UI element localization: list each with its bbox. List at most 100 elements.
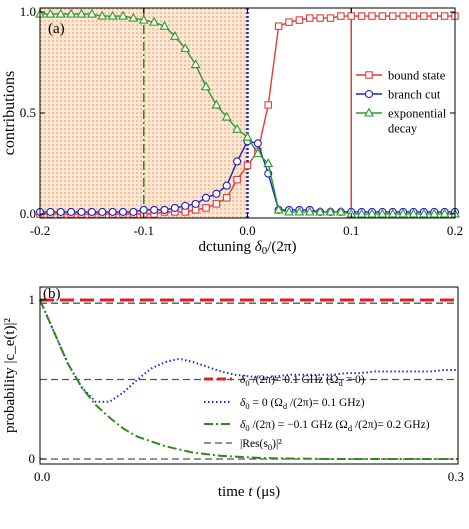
- legend-label: decay: [388, 122, 418, 136]
- data-point: [212, 189, 221, 198]
- x-tick-label: -0.1: [133, 223, 154, 238]
- data-point: [55, 8, 66, 18]
- axis-ticks: -0.2 -0.1 0.0 0.1 0.2 0.0 0.5 1.0: [20, 4, 463, 238]
- x-tick-label: 0.3: [448, 469, 464, 484]
- panel-label: (a): [48, 21, 65, 37]
- data-point: [398, 208, 409, 218]
- data-point: [212, 200, 221, 208]
- legend-marker: [365, 71, 373, 79]
- data-point: [86, 8, 97, 18]
- x-tick-label: 0.0: [34, 469, 50, 484]
- data-point: [201, 193, 211, 202]
- legend-label: δ0 /(2π)= 0.1 GHz (Ωd = 0): [240, 374, 365, 388]
- x-tick-label: 0.2: [447, 223, 463, 238]
- y-axis-label: contributions: [1, 71, 18, 155]
- data-point: [128, 12, 139, 22]
- data-point: [243, 161, 252, 170]
- data-point: [252, 148, 263, 157]
- panel-label: (b): [43, 286, 61, 302]
- data-point: [357, 12, 366, 20]
- data-point: [429, 208, 440, 218]
- data-point: [129, 207, 138, 216]
- data-point: [181, 201, 190, 210]
- data-point: [97, 10, 108, 20]
- data-point: [222, 181, 231, 190]
- data-point: [368, 12, 376, 20]
- data-point: [67, 207, 76, 216]
- data-point: [253, 139, 262, 148]
- legend-marker: [364, 107, 374, 117]
- x-axis-label: time t (μs): [218, 484, 280, 500]
- data-point: [66, 8, 77, 18]
- legend-label: branch cut: [388, 88, 441, 102]
- x-axis-label-math: δ: [255, 239, 263, 255]
- series-line-2: [39, 299, 458, 460]
- data-point: [430, 12, 438, 20]
- data-point: [138, 14, 149, 24]
- data-point: [284, 206, 294, 216]
- data-point: [263, 158, 274, 168]
- data-point: [202, 204, 210, 212]
- data-point: [242, 131, 253, 141]
- x-tick-label: -0.2: [30, 223, 51, 238]
- data-point: [118, 207, 128, 216]
- data-point: [45, 8, 56, 18]
- data-point: [233, 175, 241, 184]
- reference-lines: [40, 302, 458, 460]
- x-axis-label-math: t: [248, 484, 253, 500]
- data-point: [304, 206, 315, 216]
- data-point: [87, 207, 96, 216]
- data-point: [399, 12, 407, 20]
- data-point: [347, 12, 355, 20]
- axis-ticks: 0.0 0.3 0 1: [29, 292, 465, 484]
- data-point: [77, 207, 86, 216]
- data-point: [285, 18, 293, 26]
- legend: δ0 /(2π)= 0.1 GHz (Ωd = 0) δ0 = 0 (Ωd /(2…: [204, 374, 430, 452]
- data-point: [201, 81, 211, 91]
- data-point: [377, 208, 388, 218]
- legend-label: |Res(s0)|²: [240, 438, 282, 452]
- data-point: [378, 12, 387, 20]
- data-point: [149, 16, 160, 26]
- panel-a: -0.2 -0.1 0.0 0.1 0.2 0.0 0.5 1.0 (a) contribut…: [1, 4, 463, 257]
- data-point: [387, 208, 398, 218]
- data-point: [418, 208, 429, 218]
- data-point: [232, 123, 243, 133]
- x-axis-label-suffix: /(2π): [267, 239, 296, 255]
- data-point: [305, 14, 314, 22]
- data-point: [160, 205, 169, 214]
- data-point: [273, 204, 284, 214]
- data-point: [233, 157, 242, 166]
- plot-frame: [39, 286, 459, 465]
- data-point: [409, 12, 418, 20]
- y-tick-label: 0.5: [20, 105, 36, 120]
- y-tick-label: 0.0: [20, 206, 36, 221]
- data-point: [107, 10, 118, 20]
- data-point: [295, 16, 304, 24]
- data-point: [439, 208, 450, 218]
- x-axis-label-suffix: (μs): [252, 484, 280, 500]
- data-point: [408, 208, 419, 218]
- x-tick-label: 0.1: [343, 223, 359, 238]
- data-point: [46, 207, 55, 216]
- reference-lines: [143, 8, 352, 218]
- data-point: [264, 101, 272, 109]
- x-axis-label-sub: 0: [262, 245, 268, 257]
- series-group: [39, 298, 458, 460]
- data-point: [56, 207, 65, 216]
- y-tick-label: 1: [29, 292, 36, 307]
- data-point: [76, 8, 87, 18]
- data-point: [211, 99, 222, 109]
- data-point: [294, 206, 305, 216]
- data-point: [440, 12, 449, 20]
- x-axis-label-prefix: dctuning: [199, 239, 255, 255]
- y-tick-label: 0: [29, 451, 36, 466]
- data-point: [335, 206, 346, 216]
- legend-label: δ0 /(2π) = −0.1 GHz (Ωd /(2π)= 0.2 GHz): [240, 419, 430, 433]
- data-point: [139, 205, 148, 214]
- data-point: [159, 20, 170, 30]
- data-point: [150, 205, 159, 214]
- y-axis-label: probability |c_e(t)|²: [2, 317, 18, 433]
- x-axis-label: dctuning δ0/(2π): [199, 239, 297, 257]
- data-point: [191, 199, 200, 208]
